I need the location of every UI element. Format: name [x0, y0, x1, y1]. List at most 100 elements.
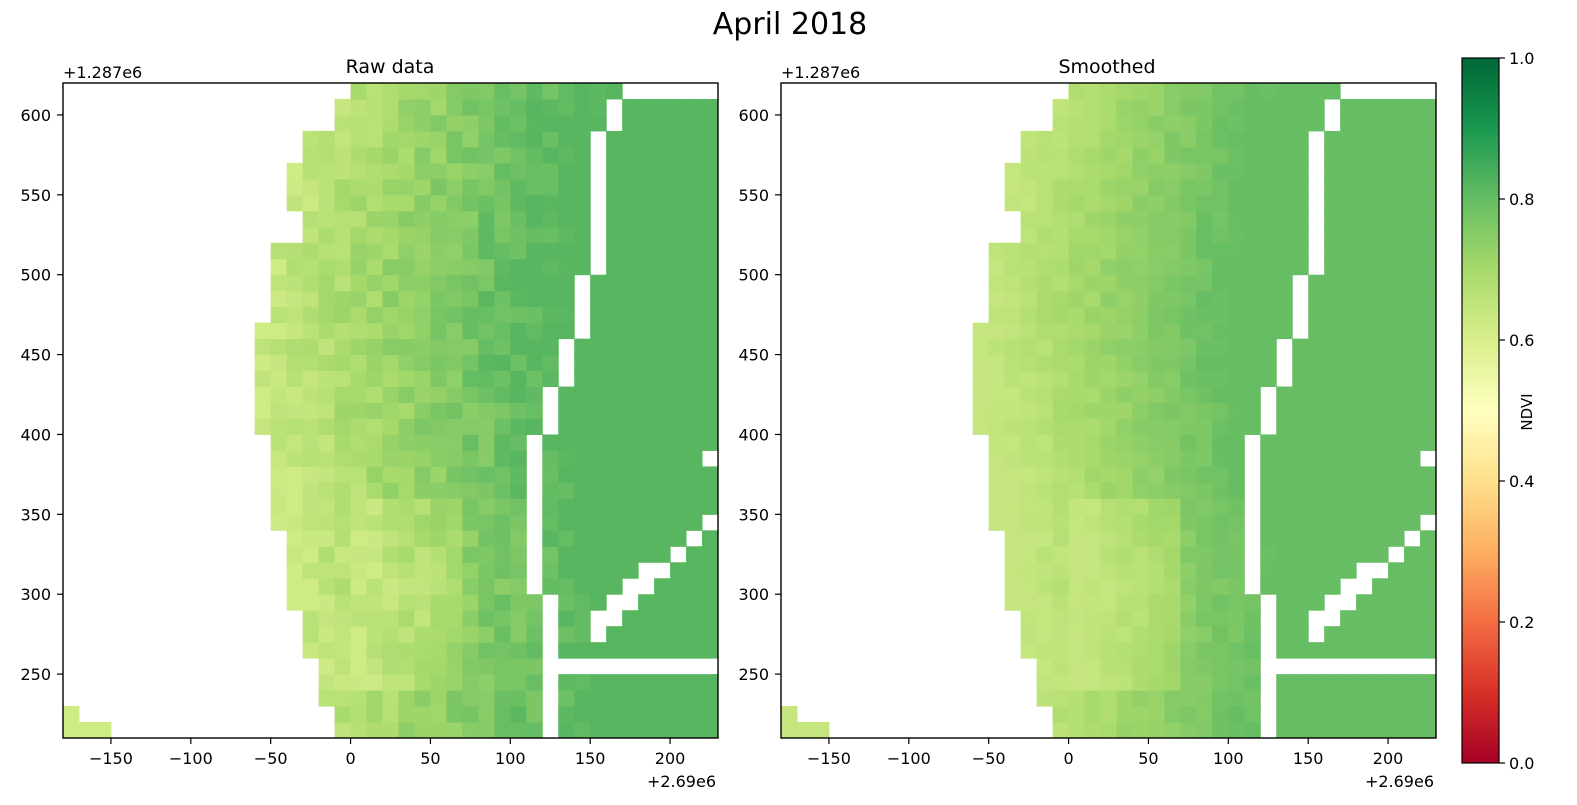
heatmap-cell: [462, 290, 479, 308]
heatmap-cell: [1324, 434, 1341, 451]
heatmap-cell: [1052, 322, 1070, 340]
heatmap-cell: [350, 210, 368, 228]
heatmap-cell: [1196, 514, 1213, 531]
heatmap-cell: [1196, 290, 1213, 308]
heatmap-cell: [382, 370, 399, 388]
heatmap-cell: [1212, 242, 1229, 260]
heatmap-cell: [542, 290, 559, 308]
heatmap-cell: [622, 162, 639, 180]
heatmap-cell: [382, 83, 399, 100]
heatmap-cell: [1308, 338, 1325, 356]
heatmap-cell: [1244, 178, 1261, 196]
heatmap-cell: [1292, 434, 1309, 451]
heatmap-cell: [542, 370, 559, 388]
heatmap-cell: [606, 130, 623, 148]
heatmap-cell: [1180, 418, 1197, 435]
heatmap-cell: [622, 546, 639, 563]
heatmap-cell: [350, 482, 368, 499]
heatmap-cell: [414, 386, 431, 404]
heatmap-cell: [1052, 146, 1070, 164]
heatmap-cell: [334, 562, 352, 579]
heatmap-cell: [382, 306, 399, 324]
heatmap-cell: [1068, 562, 1086, 579]
heatmap-cell: [542, 578, 559, 595]
heatmap-cell: [1308, 530, 1325, 547]
heatmap-cell: [1404, 674, 1421, 691]
heatmap-cell: [302, 418, 320, 435]
heatmap-cell: [1404, 354, 1421, 372]
heatmap-cell: [1228, 674, 1245, 691]
heatmap-cell: [446, 610, 463, 627]
heatmap-cell: [988, 498, 1006, 515]
heatmap-cell: [1212, 434, 1229, 451]
heatmap-cell: [606, 83, 623, 100]
heatmap-cell: [1356, 114, 1373, 132]
heatmap-cell: [446, 546, 463, 563]
heatmap-cell: [1020, 226, 1038, 244]
heatmap-cell: [1148, 178, 1165, 196]
heatmap-cell: [414, 498, 431, 515]
heatmap-cell: [1340, 306, 1357, 324]
heatmap-cell: [478, 370, 495, 388]
heatmap-cell: [1036, 370, 1054, 388]
axes-frame-smoothed: [780, 82, 1437, 739]
heatmap-cell: [1356, 546, 1373, 563]
heatmap-cell: [1340, 466, 1357, 483]
heatmap-cell: [462, 338, 479, 356]
heatmap-cell: [510, 610, 527, 627]
heatmap-cell: [1004, 194, 1022, 212]
heatmap-cell: [1244, 338, 1261, 356]
heatmap-cell: [1292, 626, 1309, 643]
heatmap-cell: [478, 722, 495, 738]
heatmap-cell: [254, 370, 272, 388]
heatmap-cell: [334, 706, 352, 723]
heatmap-cell: [1356, 146, 1373, 164]
heatmap-cell: [286, 514, 304, 531]
heatmap-cell: [430, 450, 447, 467]
heatmap-cell: [1260, 482, 1277, 499]
heatmap-cell: [574, 642, 591, 659]
heatmap-cell: [382, 226, 399, 244]
heatmap-cell: [574, 178, 591, 196]
heatmap-cell: [1388, 290, 1405, 308]
heatmap-cell: [654, 114, 671, 132]
heatmap-cell: [702, 226, 718, 244]
heatmap-cell: [1148, 130, 1165, 148]
heatmap-cell: [686, 370, 703, 388]
heatmap-cell: [1036, 306, 1054, 324]
heatmap-cell: [1132, 242, 1149, 260]
heatmap-cell: [1324, 578, 1341, 595]
heatmap-cell: [1372, 450, 1389, 467]
heatmap-cell: [542, 450, 559, 467]
heatmap-cell: [1324, 306, 1341, 324]
heatmap-cell: [494, 434, 511, 451]
heatmap-cell: [686, 562, 703, 579]
heatmap-cell: [366, 530, 384, 547]
heatmap-cell: [558, 562, 575, 579]
heatmap-cell: [1276, 210, 1293, 228]
heatmap-cell: [1020, 434, 1038, 451]
heatmap-cell: [654, 642, 671, 659]
heatmap-cell: [1356, 354, 1373, 372]
heatmap-cell: [574, 562, 591, 579]
heatmap-cell: [622, 258, 639, 276]
x-axis-smoothed: −150 −100 −50 0 50 100 150 200: [807, 738, 1403, 768]
heatmap-cell: [382, 194, 399, 212]
heatmap-cell: [334, 530, 352, 547]
heatmap-cell: [1388, 434, 1405, 451]
heatmap-cell: [1068, 402, 1086, 419]
heatmap-cell: [1420, 722, 1436, 738]
x-tick-label: 0: [1063, 749, 1073, 768]
heatmap-cell: [1084, 610, 1102, 627]
heatmap-cell: [302, 162, 320, 180]
heatmap-cell: [1244, 210, 1261, 228]
heatmap-cell: [1212, 194, 1229, 212]
heatmap-cell: [1004, 338, 1022, 356]
heatmap-cell: [1084, 514, 1102, 531]
heatmap-cell: [1084, 530, 1102, 547]
heatmap-cell: [270, 370, 288, 388]
heatmap-cell: [542, 242, 559, 260]
heatmap-cell: [1244, 706, 1261, 723]
heatmap-cell: [606, 562, 623, 579]
